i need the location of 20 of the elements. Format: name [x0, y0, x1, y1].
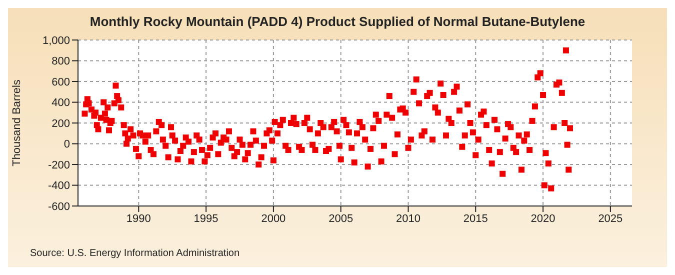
- chart-title: Monthly Rocky Mountain (PADD 4) Product Supplied of Normal Butane-Butylene: [88, 14, 586, 29]
- y-axis-title: Thousand Barrels: [10, 79, 23, 166]
- y-tick-label: -400: [48, 180, 70, 192]
- x-tick-label: 2005: [328, 212, 354, 225]
- x-tick-label: 2015: [463, 212, 488, 225]
- y-tick-label: 400: [52, 97, 70, 110]
- x-tick-label: 1995: [194, 212, 218, 225]
- x-tick-label: 2025: [598, 212, 623, 225]
- y-tick-label: 600: [52, 76, 70, 88]
- y-tick-label: 1,000: [42, 34, 70, 47]
- x-tick-label: 1990: [126, 212, 151, 225]
- y-tick-label: 0: [64, 138, 70, 151]
- x-tick-label: 2020: [530, 212, 556, 225]
- y-tick-label: 200: [52, 118, 70, 130]
- x-tick-label: 2010: [396, 212, 420, 225]
- source-note: Source: U.S. Energy Information Administration: [30, 248, 240, 259]
- y-tick-label: -600: [48, 200, 70, 213]
- y-tick-label: -200: [48, 159, 70, 172]
- x-tick-label: 2000: [261, 212, 286, 225]
- y-tick-label: 800: [52, 56, 70, 68]
